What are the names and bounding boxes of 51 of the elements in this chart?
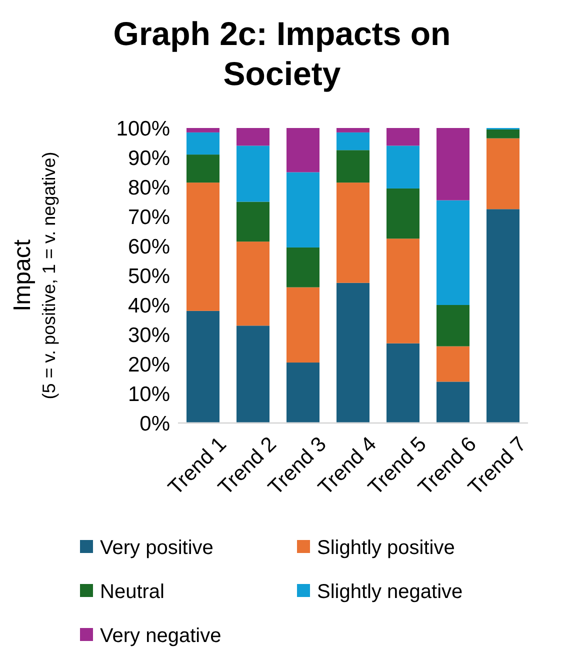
y-tick-label: 50% bbox=[128, 264, 170, 288]
y-tick-label: 30% bbox=[128, 324, 170, 347]
y-tick-label: 10% bbox=[128, 382, 170, 406]
bar bbox=[486, 138, 520, 210]
bar bbox=[186, 128, 220, 132]
bar bbox=[436, 346, 470, 382]
legend-label: Slightly positive bbox=[317, 537, 455, 559]
bar bbox=[386, 128, 420, 146]
bar bbox=[436, 200, 470, 305]
y-axis-title: Impact (5 = v. positive, 1 = v. negative) bbox=[9, 152, 59, 400]
bar bbox=[336, 132, 370, 150]
bar bbox=[186, 310, 220, 423]
bar bbox=[186, 154, 220, 183]
chart-title: Graph 2c: Impacts on Society bbox=[113, 15, 451, 92]
y-tick-label: 20% bbox=[128, 353, 170, 376]
bar bbox=[386, 343, 420, 423]
bar bbox=[386, 238, 420, 344]
bar bbox=[236, 326, 270, 423]
bar bbox=[386, 188, 420, 239]
y-tick-label: 80% bbox=[128, 176, 170, 200]
legend-label: Neutral bbox=[100, 581, 164, 603]
bar bbox=[286, 362, 320, 423]
bar bbox=[486, 129, 520, 138]
y-tick-label: 0% bbox=[140, 412, 170, 436]
bar bbox=[336, 128, 370, 132]
y-tick-label: 40% bbox=[128, 294, 170, 318]
bar bbox=[436, 128, 470, 200]
bar bbox=[186, 132, 220, 155]
bar bbox=[386, 146, 420, 188]
y-tick-label: 60% bbox=[128, 235, 170, 258]
legend-label: Very positive bbox=[100, 537, 214, 559]
bar bbox=[236, 128, 270, 146]
bar bbox=[286, 287, 320, 363]
bar bbox=[236, 202, 270, 242]
bar bbox=[336, 150, 370, 183]
y-tick-label: 100% bbox=[116, 117, 170, 140]
bar bbox=[286, 128, 320, 172]
y-tick-label: 70% bbox=[128, 206, 170, 229]
legend-label: Very negative bbox=[100, 625, 222, 647]
bar bbox=[486, 209, 520, 423]
legend-label: Slightly negative bbox=[317, 581, 463, 603]
bar bbox=[236, 242, 270, 326]
bar bbox=[286, 247, 320, 288]
bar bbox=[286, 172, 320, 248]
bar bbox=[336, 182, 370, 283]
bar bbox=[336, 282, 370, 423]
bar bbox=[236, 146, 270, 202]
bar bbox=[186, 182, 220, 311]
bar bbox=[436, 305, 470, 346]
bar bbox=[436, 382, 470, 423]
y-tick-label: 90% bbox=[128, 146, 170, 170]
